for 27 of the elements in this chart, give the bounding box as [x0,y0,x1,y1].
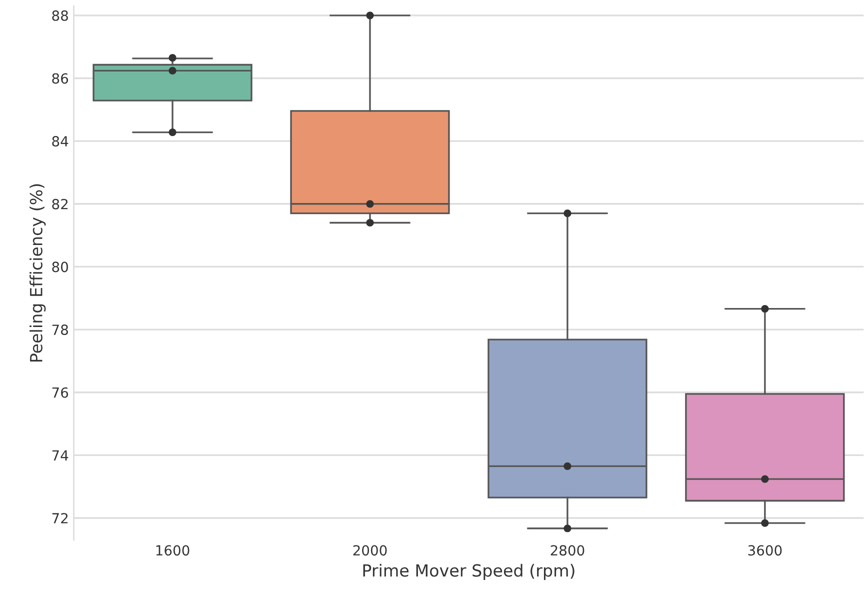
y-tick-label: 84 [52,136,68,147]
x-tick-label: 2800 [550,545,584,556]
y-tick-label: 76 [52,387,68,398]
point [564,462,572,470]
point [761,475,769,483]
point [761,519,769,527]
x-tick-label: 3600 [748,545,782,556]
x-tick-label: 1600 [156,545,190,556]
point [168,128,176,136]
y-tick-label: 74 [52,450,68,460]
y-tick-label: 80 [52,262,68,272]
y-tick-label: 88 [52,10,68,21]
point [366,12,374,20]
y-tick-label: 82 [52,198,68,210]
y-axis-title: Peeling Efficiency (%) [30,184,46,362]
point [366,200,374,208]
y-tick-label: 86 [52,73,68,84]
point [168,66,176,75]
point [761,305,769,313]
point [168,54,176,62]
x-axis-title: Prime Mover Speed (rpm) [363,564,574,580]
point [564,524,572,532]
point [564,210,572,218]
y-tick-label: 78 [52,324,68,336]
point [366,218,374,227]
y-tick-label: 72 [52,512,68,524]
x-tick-label: 2000 [353,545,387,556]
